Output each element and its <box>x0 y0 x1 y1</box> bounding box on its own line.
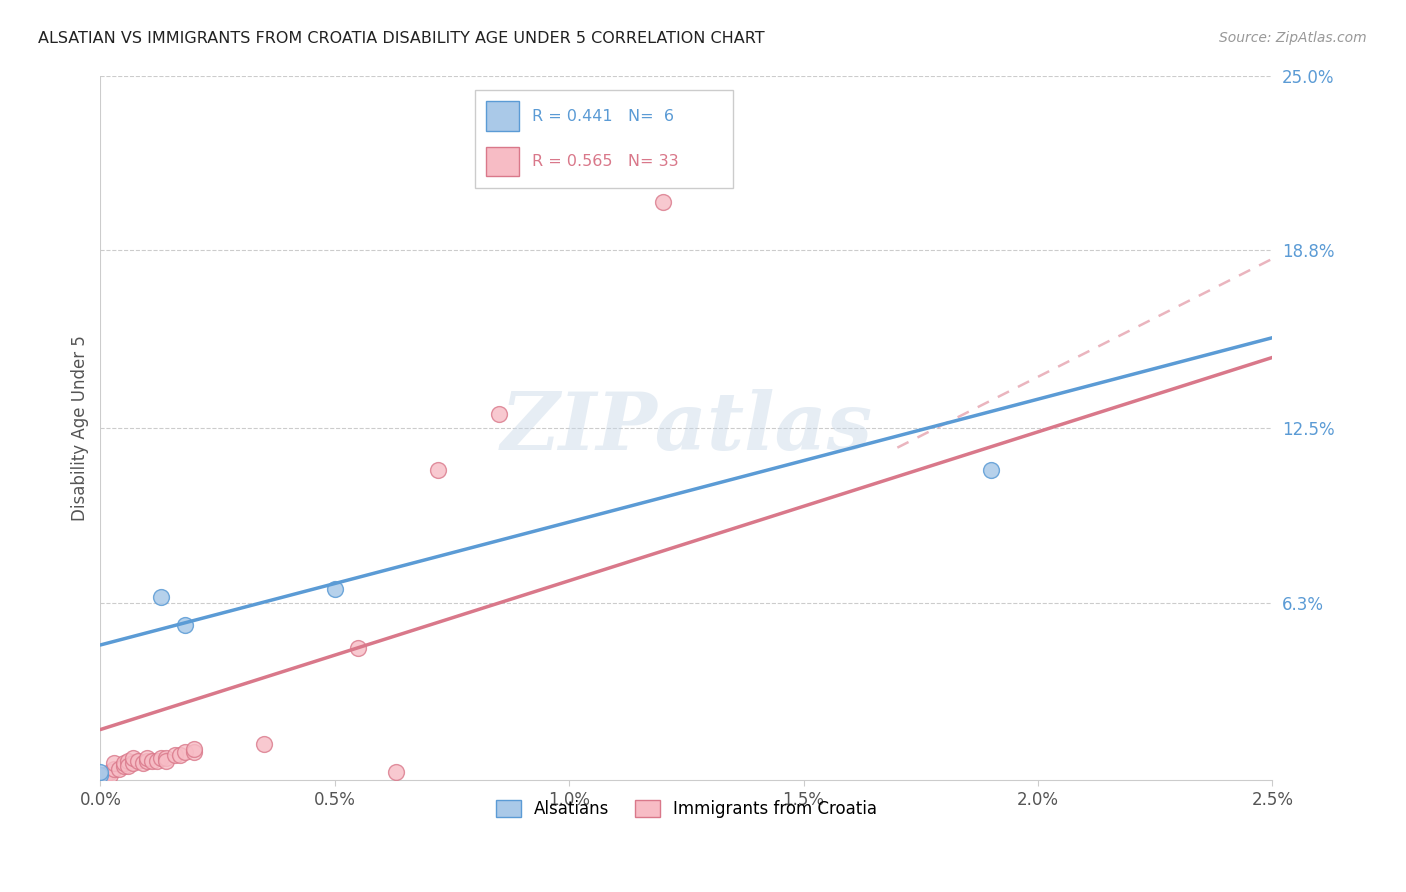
Point <box>122 750 145 764</box>
Point <box>89 771 111 785</box>
Point <box>112 756 135 771</box>
Point <box>89 764 111 779</box>
Point <box>98 764 121 779</box>
Point <box>980 463 1002 477</box>
Point <box>488 407 510 421</box>
Point <box>155 754 177 768</box>
Point <box>253 737 276 751</box>
Text: ALSATIAN VS IMMIGRANTS FROM CROATIA DISABILITY AGE UNDER 5 CORRELATION CHART: ALSATIAN VS IMMIGRANTS FROM CROATIA DISA… <box>38 31 765 46</box>
Point <box>323 582 346 596</box>
Text: Source: ZipAtlas.com: Source: ZipAtlas.com <box>1219 31 1367 45</box>
Point <box>150 750 173 764</box>
Point <box>136 750 159 764</box>
Point <box>183 745 205 759</box>
Point <box>173 618 195 632</box>
Point <box>122 756 145 771</box>
Point <box>165 747 187 762</box>
Point <box>150 590 173 604</box>
Point <box>145 754 167 768</box>
Point <box>136 754 159 768</box>
Point <box>94 767 117 781</box>
Point <box>117 759 139 773</box>
Point <box>131 756 153 771</box>
Point <box>169 747 191 762</box>
Point <box>347 640 370 655</box>
Point <box>89 767 111 781</box>
Point <box>384 764 406 779</box>
Point <box>141 754 163 768</box>
Point <box>112 759 135 773</box>
Point <box>426 463 449 477</box>
Point <box>117 754 139 768</box>
Point <box>98 767 121 781</box>
Point <box>183 742 205 756</box>
Text: ZIPatlas: ZIPatlas <box>501 389 873 467</box>
Point <box>173 745 195 759</box>
Point <box>652 195 675 210</box>
Point <box>108 762 131 776</box>
Legend: Alsatians, Immigrants from Croatia: Alsatians, Immigrants from Croatia <box>489 793 883 825</box>
Point <box>103 762 125 776</box>
Y-axis label: Disability Age Under 5: Disability Age Under 5 <box>72 335 89 521</box>
Point <box>155 750 177 764</box>
Point <box>103 756 125 771</box>
Point <box>127 754 149 768</box>
